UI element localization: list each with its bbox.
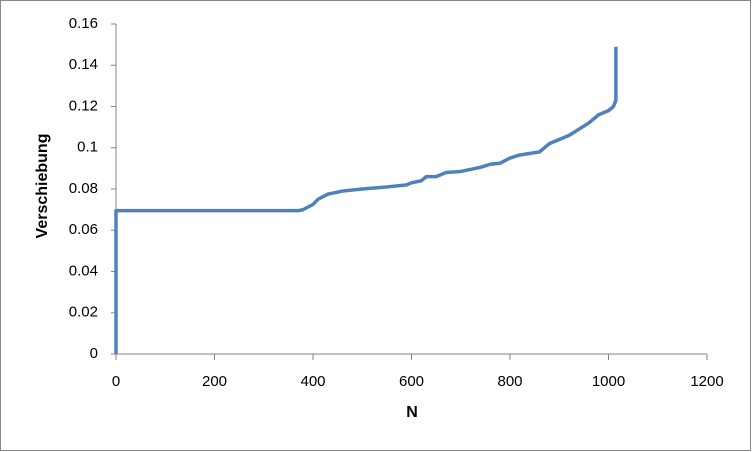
x-tick-label: 200 xyxy=(202,373,227,390)
y-tick-label: 0.1 xyxy=(77,139,98,156)
y-tick-label: 0.14 xyxy=(69,56,98,73)
x-tick-label: 0 xyxy=(112,373,120,390)
y-axis-title: Verschiebung xyxy=(34,134,51,239)
x-tick-label: 1000 xyxy=(592,373,625,390)
y-tick-label: 0 xyxy=(90,345,98,362)
x-axis-title: N xyxy=(406,404,418,421)
y-tick-label: 0.16 xyxy=(69,15,98,32)
data-line xyxy=(114,46,618,354)
y-tick-label: 0.08 xyxy=(69,180,98,197)
y-tick-label: 0.02 xyxy=(69,304,98,321)
y-tick-label: 0.04 xyxy=(69,262,98,279)
x-tick-label: 800 xyxy=(497,373,522,390)
x-tick-label: 600 xyxy=(399,373,424,390)
x-tick-label: 400 xyxy=(300,373,325,390)
y-tick-label: 0.12 xyxy=(69,97,98,114)
y-tick-label: 0.06 xyxy=(69,221,98,238)
x-tick-label: 1200 xyxy=(690,373,723,390)
